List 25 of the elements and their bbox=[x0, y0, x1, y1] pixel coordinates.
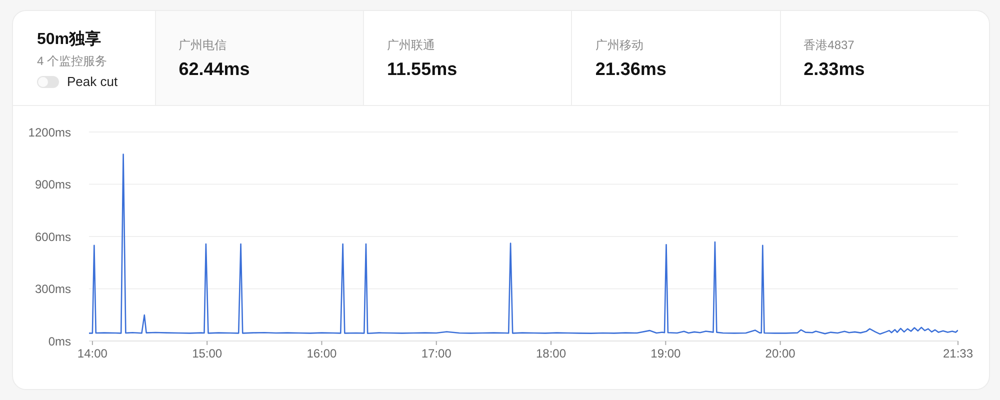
y-tick-label: 1200ms bbox=[28, 125, 71, 140]
y-tick-label: 0ms bbox=[48, 334, 71, 348]
line-series bbox=[89, 154, 958, 335]
x-tick-label: 15:00 bbox=[192, 346, 222, 361]
x-tick-label: 14:00 bbox=[77, 346, 108, 361]
y-tick-label: 600ms bbox=[34, 230, 71, 244]
x-tick-label: 20:00 bbox=[765, 346, 796, 361]
category-label: 广州电信 bbox=[178, 38, 227, 52]
x-tick-label: 17:00 bbox=[421, 346, 452, 361]
x-tick-label: 21:33 bbox=[942, 346, 974, 361]
text: 4 个监控服务 bbox=[37, 54, 108, 68]
x-tick-label: 18:00 bbox=[536, 346, 566, 361]
y-tick-label: 300ms bbox=[34, 282, 71, 296]
text: 2.33ms bbox=[804, 59, 865, 79]
category-label: 香港4837 bbox=[804, 38, 854, 52]
text: 11.55ms bbox=[387, 59, 458, 79]
category-label: 广州联通 bbox=[387, 38, 436, 52]
x-tick-label: 19:00 bbox=[650, 346, 681, 361]
text: 62.44ms bbox=[178, 59, 250, 79]
x-tick-label: 16:00 bbox=[306, 346, 338, 361]
text: Peak cut bbox=[67, 74, 118, 89]
y-tick-label: 900ms bbox=[34, 178, 71, 192]
category-label: 广州移动 bbox=[595, 38, 644, 52]
text: 50m独享 bbox=[37, 31, 102, 48]
text: 21.36ms bbox=[595, 59, 666, 79]
